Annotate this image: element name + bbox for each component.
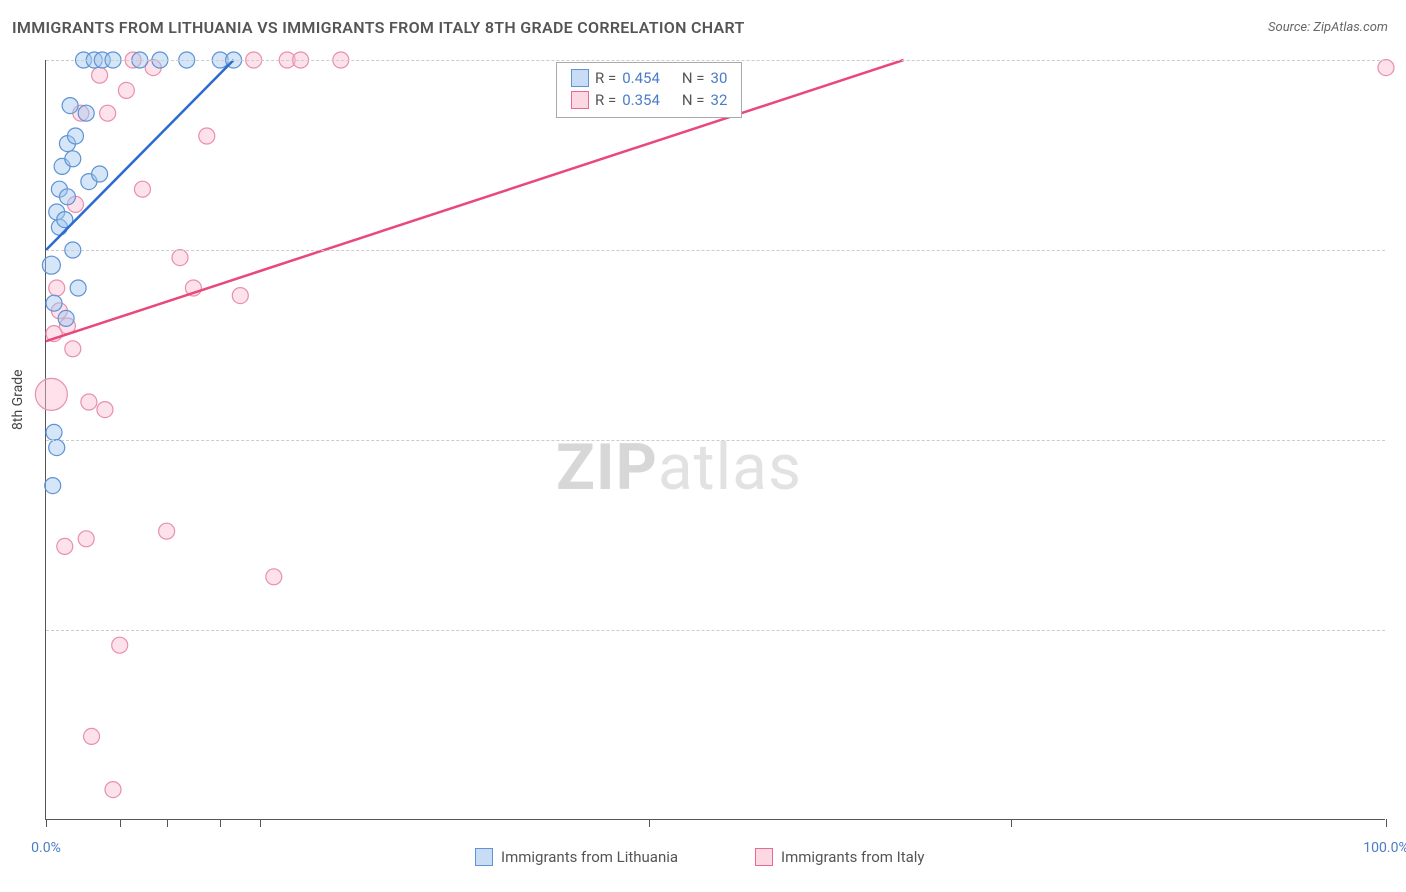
n-label-b: N = bbox=[682, 89, 705, 111]
x-tick bbox=[1011, 819, 1012, 827]
swatch-blue-icon bbox=[571, 69, 589, 87]
chart-title: IMMIGRANTS FROM LITHUANIA VS IMMIGRANTS … bbox=[12, 18, 745, 37]
gridline bbox=[46, 60, 1385, 61]
legend-lithuania: Immigrants from Lithuania bbox=[475, 848, 678, 866]
y-tick-label: 92.5% bbox=[1397, 622, 1406, 638]
x-tick bbox=[260, 819, 261, 827]
x-tick bbox=[220, 819, 221, 827]
gridline bbox=[46, 250, 1385, 251]
source-label: Source: ZipAtlas.com bbox=[1268, 20, 1388, 35]
y-tick-label: 97.5% bbox=[1397, 242, 1406, 258]
n-value-b: 32 bbox=[711, 89, 728, 111]
swatch-pink-icon bbox=[755, 848, 773, 866]
gridline bbox=[46, 630, 1385, 631]
n-value-a: 30 bbox=[711, 67, 728, 89]
n-label-a: N = bbox=[682, 67, 705, 89]
x-tick bbox=[167, 819, 168, 827]
gridline bbox=[46, 440, 1385, 441]
r-value-b: 0.354 bbox=[622, 89, 660, 111]
r-label-a: R = bbox=[595, 67, 616, 89]
legend-label-a: Immigrants from Lithuania bbox=[501, 848, 678, 866]
y-tick-label: 95.0% bbox=[1397, 432, 1406, 448]
x-tick bbox=[1386, 819, 1387, 827]
stats-legend: R = 0.454 N = 30 R = 0.354 N = 32 bbox=[556, 62, 742, 118]
r-value-a: 0.454 bbox=[622, 67, 660, 89]
x-axis-max-label: 100.0% bbox=[1363, 840, 1406, 856]
swatch-blue-icon bbox=[475, 848, 493, 866]
x-axis-min-label: 0.0% bbox=[31, 840, 61, 856]
y-tick-label: 100.0% bbox=[1397, 52, 1406, 68]
y-axis-label: 8th Grade bbox=[10, 369, 26, 430]
legend-label-b: Immigrants from Italy bbox=[781, 848, 925, 866]
swatch-pink-icon bbox=[571, 91, 589, 109]
x-tick bbox=[46, 819, 47, 827]
x-tick bbox=[649, 819, 650, 827]
plot-area: ZIPatlas R = 0.454 N = 30 R = 0.354 N = … bbox=[45, 60, 1385, 820]
r-label-b: R = bbox=[595, 89, 616, 111]
x-tick bbox=[120, 819, 121, 827]
legend-italy: Immigrants from Italy bbox=[755, 848, 925, 866]
